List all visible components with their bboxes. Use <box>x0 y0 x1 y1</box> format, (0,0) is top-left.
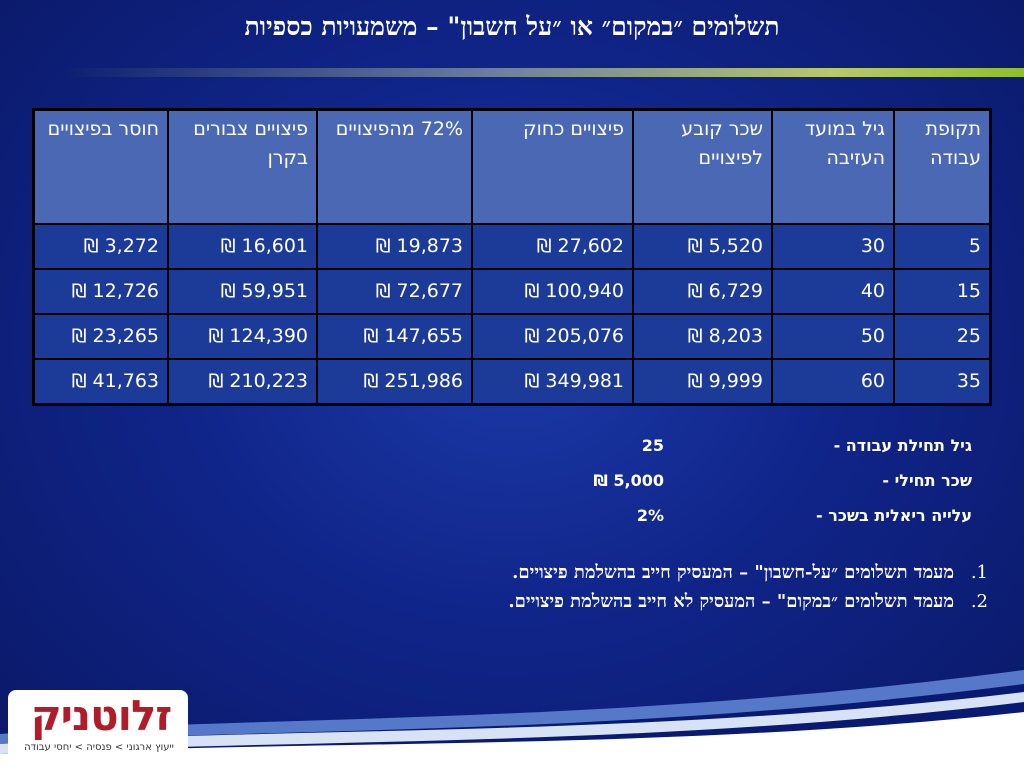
notes-list: 1. מעמד תשלומים ״על-חשבון" – המעסיק חייב … <box>308 562 988 620</box>
assumption-label: שכר תחילי - <box>882 471 972 490</box>
assumption-start-salary: שכר תחילי - 5,000 ₪ <box>540 471 972 506</box>
assumption-value: 2% <box>636 506 664 525</box>
note-item: 1. מעמד תשלומים ״על-חשבון" – המעסיק חייב … <box>308 562 988 591</box>
table-cell: 25 <box>893 312 992 360</box>
payments-table: תקופת עבודה גיל במועד העזיבה שכר קובע לפ… <box>32 108 992 406</box>
table-cell: 210,223 ₪ <box>167 357 318 406</box>
table-cell: 5,520 ₪ <box>632 223 773 270</box>
table-cell: 19,873 ₪ <box>316 223 473 270</box>
note-number: 2. <box>970 591 988 612</box>
table-row: 35 60 9,999 ₪ 349,981 ₪ 251,986 ₪ 210,22… <box>32 357 992 406</box>
table-cell: 124,390 ₪ <box>167 312 318 360</box>
table-cell: 6,729 ₪ <box>632 267 773 315</box>
table-cell: 72,677 ₪ <box>316 267 473 315</box>
decorative-swoosh <box>0 670 1024 768</box>
assumption-start-age: גיל תחילת עבודה - 25 <box>540 436 972 471</box>
note-text: מעמד תשלומים ״על-חשבון" – המעסיק חייב בה… <box>512 562 954 583</box>
note-text: מעמד תשלומים ״במקום" – המעסיק לא חייב בה… <box>508 591 954 612</box>
table-cell: 30 <box>771 223 895 270</box>
company-logo: זלוטניק ייעוץ ארגוני > פנסיה > יחסי עבוד… <box>8 690 188 764</box>
title-underline-bar <box>66 68 1024 77</box>
header-determining-salary: שכר קובע לפיצויים <box>632 108 773 225</box>
assumption-value: 25 <box>641 436 664 455</box>
header-work-period: תקופת עבודה <box>893 108 992 225</box>
table-cell: 15 <box>893 267 992 315</box>
table-cell: 16,601 ₪ <box>167 223 318 270</box>
table-cell: 5 <box>893 223 992 270</box>
table-cell: 100,940 ₪ <box>471 267 634 315</box>
assumption-label: עלייה ריאלית בשכר - <box>816 506 972 525</box>
table-cell: 41,763 ₪ <box>32 357 169 406</box>
table-cell: 147,655 ₪ <box>316 312 473 360</box>
assumption-label: גיל תחילת עבודה - <box>833 436 972 455</box>
table-cell: 8,203 ₪ <box>632 312 773 360</box>
slide-title: תשלומים ״במקום״ או ״על חשבון" – משמעויות… <box>244 12 780 41</box>
header-age-at-leaving: גיל במועד העזיבה <box>771 108 895 225</box>
table-cell: 251,986 ₪ <box>316 357 473 406</box>
table-row: 25 50 8,203 ₪ 205,076 ₪ 147,655 ₪ 124,39… <box>32 312 992 360</box>
table-cell: 3,272 ₪ <box>32 223 169 270</box>
logo-tagline: ייעוץ ארגוני > פנסיה > יחסי עבודה <box>24 742 174 753</box>
table-cell: 9,999 ₪ <box>632 357 773 406</box>
table-cell: 35 <box>893 357 992 406</box>
table-cell: 205,076 ₪ <box>471 312 634 360</box>
assumption-value: 5,000 ₪ <box>593 471 664 490</box>
table-cell: 59,951 ₪ <box>167 267 318 315</box>
note-number: 1. <box>970 562 988 583</box>
table-header-row: תקופת עבודה גיל במועד העזיבה שכר קובע לפ… <box>32 108 992 225</box>
logo-wordmark: זלוטניק <box>30 691 173 740</box>
header-severance-shortfall: חוסר בפיצויים <box>32 108 169 225</box>
table-cell: 23,265 ₪ <box>32 312 169 360</box>
table-cell: 40 <box>771 267 895 315</box>
table-row: 5 30 5,520 ₪ 27,602 ₪ 19,873 ₪ 16,601 ₪ … <box>32 223 992 270</box>
table-row: 15 40 6,729 ₪ 100,940 ₪ 72,677 ₪ 59,951 … <box>32 267 992 315</box>
table-cell: 27,602 ₪ <box>471 223 634 270</box>
header-72-percent: 72% מהפיצויים <box>316 108 473 225</box>
assumptions-list: גיל תחילת עבודה - 25 שכר תחילי - 5,000 ₪… <box>540 436 972 541</box>
header-legal-severance: פיצויים כחוק <box>471 108 634 225</box>
assumption-salary-growth: עלייה ריאלית בשכר - 2% <box>540 506 972 541</box>
table-cell: 12,726 ₪ <box>32 267 169 315</box>
note-item: 2. מעמד תשלומים ״במקום" – המעסיק לא חייב … <box>308 591 988 620</box>
header-accumulated-severance: פיצויים צבורים בקרן <box>167 108 318 225</box>
table-cell: 50 <box>771 312 895 360</box>
table-cell: 349,981 ₪ <box>471 357 634 406</box>
table-cell: 60 <box>771 357 895 406</box>
